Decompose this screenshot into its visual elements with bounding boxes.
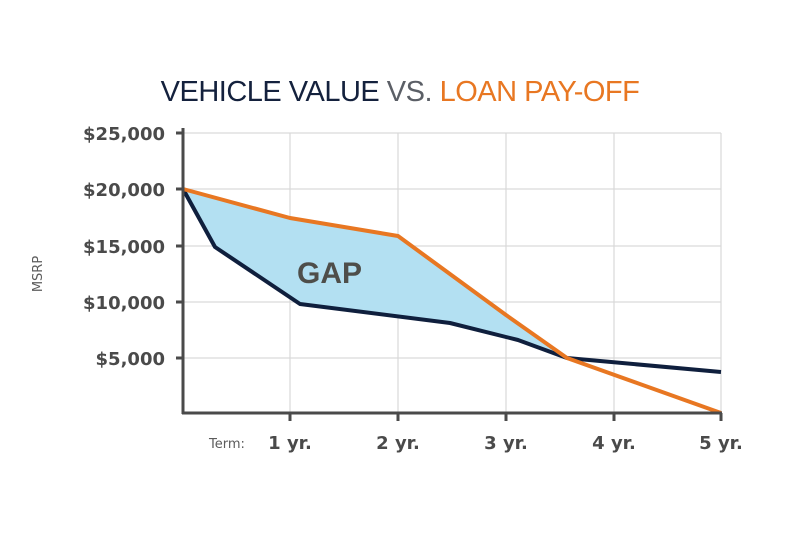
chart-title: VEHICLE VALUE VS. LOAN PAY-OFF	[0, 76, 800, 109]
title-vehicle-value: VEHICLE VALUE	[160, 76, 380, 108]
y-tick-20000: $20,000	[83, 180, 165, 201]
y-tick-25000: $25,000	[83, 124, 165, 145]
y-axis-title: MSRP	[31, 256, 46, 293]
gap-label: GAP	[297, 257, 362, 290]
y-tick-15000: $15,000	[83, 237, 165, 258]
loan-payoff-line	[182, 187, 722, 415]
x-tick-3yr: 3 yr.	[484, 433, 528, 454]
axes	[176, 128, 723, 421]
y-tick-5000: $5,000	[96, 349, 165, 370]
x-tick-2yr: 2 yr.	[376, 433, 420, 454]
title-loan-payoff: LOAN PAY-OFF	[439, 76, 640, 108]
x-tick-1yr: 1 yr.	[268, 433, 312, 454]
title-vs: VS.	[379, 76, 440, 108]
gap-area	[183, 189, 567, 358]
x-tick-5yr: 5 yr.	[699, 433, 743, 454]
x-tick-4yr: 4 yr.	[592, 433, 636, 454]
x-axis-prefix: Term:	[208, 437, 245, 452]
y-tick-10000: $10,000	[83, 293, 165, 314]
